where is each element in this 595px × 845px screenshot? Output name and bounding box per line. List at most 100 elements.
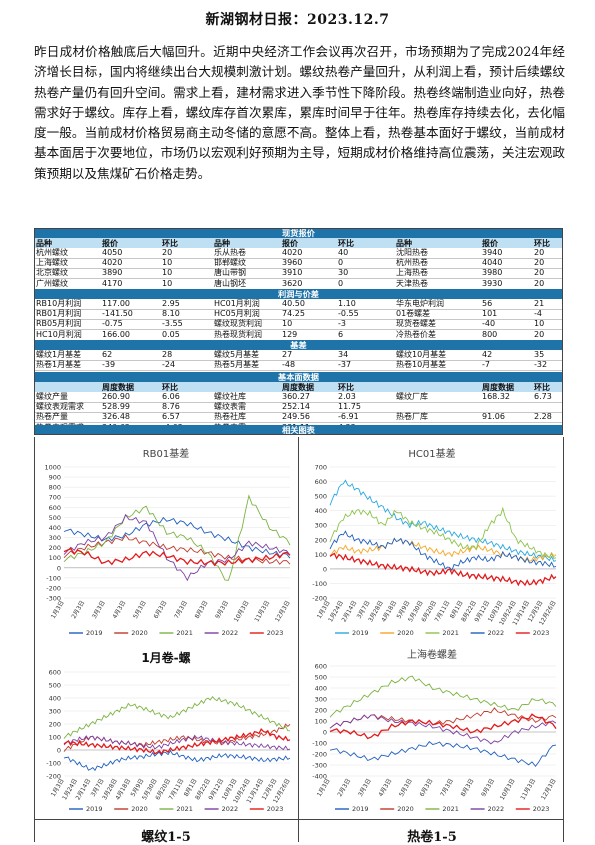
spot-header-cell-2: 环比 bbox=[162, 238, 178, 248]
chart-hc01-basis: HC01基差 -200 -100 0 100 200 300 400 500 600 700 1月3日… bbox=[300, 437, 564, 640]
spot-row: 上海螺纹 4020 10 邯郸螺纹 3960 0 杭州热卷 4040 20 bbox=[34, 258, 563, 270]
x-tick-label: 7月3日 bbox=[439, 778, 455, 799]
profit-cell-3: 热卷现货利润 bbox=[214, 329, 262, 339]
series-line-2022 bbox=[63, 513, 291, 582]
spot-cell-6: 杭州热卷 bbox=[396, 258, 428, 268]
y-tick-label: -100 bbox=[312, 580, 327, 588]
legend-label: 2023 bbox=[533, 805, 550, 813]
section-basis: 基差 bbox=[34, 340, 563, 350]
fund-cell-3: 螺纹社库 bbox=[214, 392, 246, 401]
profit-row: HC10月利润 166.00 0.05 热卷现货利润 129 6 冷热卷价差 800 20 bbox=[34, 330, 563, 341]
fund-cell-1: 260.90 bbox=[102, 392, 130, 401]
profit-cell-5: -0.55 bbox=[338, 309, 359, 319]
spot-cell-8: 20 bbox=[534, 268, 545, 278]
fund-cell-2: 6.57 bbox=[162, 412, 180, 422]
spot-row: 广州螺纹 4170 10 唐山钢坯 3620 0 天津热卷 3930 20 bbox=[34, 279, 563, 290]
fund-cell-1: 528.99 bbox=[102, 402, 130, 412]
series-line-2021 bbox=[329, 506, 557, 559]
profit-cell-4: 40.50 bbox=[282, 299, 305, 308]
x-tick-label: 8月3日 bbox=[194, 600, 210, 621]
spot-header: 品种 报价 环比 品种 报价 环比 品种 报价 环比 bbox=[34, 238, 563, 248]
profit-row: RB01月利润 -141.50 8.10 HC05月利润 74.25 -0.55 01卷螺差… bbox=[34, 309, 563, 321]
x-tick-label: 3月3日 bbox=[91, 600, 107, 621]
x-tick-label: 11月3日 bbox=[519, 778, 537, 802]
spot-cell-4: 3910 bbox=[282, 268, 303, 278]
fund-cell-0: 螺纹表观需求 bbox=[36, 402, 84, 412]
footer-coil-1-5: 热卷1-5 bbox=[407, 830, 457, 845]
y-tick-label: 200 bbox=[49, 544, 61, 552]
spot-cell-0: 上海螺纹 bbox=[36, 258, 68, 268]
y-tick-label: 300 bbox=[315, 522, 327, 530]
fund-header-cell-1: 周度数据 bbox=[102, 382, 134, 392]
fund-header-cell-4: 周度数据 bbox=[282, 382, 314, 392]
series-line-2022 bbox=[329, 530, 557, 572]
x-tick-label: 1月3日 bbox=[316, 778, 332, 799]
profit-cell-1: 117.00 bbox=[102, 299, 130, 308]
spot-cell-3: 唐山带钢 bbox=[214, 268, 246, 278]
legend-label: 2023 bbox=[267, 629, 284, 637]
x-tick-label: 4月3日 bbox=[111, 600, 127, 621]
series-line-2022 bbox=[63, 734, 291, 751]
basis-cell-8: 35 bbox=[534, 350, 545, 359]
spot-row: 杭州螺纹 4050 20 乐从热卷 4020 40 沈阳热卷 3940 20 bbox=[34, 248, 563, 259]
legend-label: 2023 bbox=[267, 805, 284, 813]
legend-label: 2022 bbox=[488, 805, 505, 813]
fund-cell-8: 2.28 bbox=[534, 412, 552, 422]
profit-cell-1: -0.75 bbox=[102, 319, 123, 329]
y-tick-label: -200 bbox=[46, 584, 61, 592]
spot-cell-6: 天津热卷 bbox=[396, 278, 428, 288]
profit-cell-8: 21 bbox=[534, 299, 545, 308]
jan-coil-rebar-chart: 1月卷-螺-200-10001002003004005006001月3日1月24… bbox=[46, 650, 291, 813]
legend-label: 2021 bbox=[442, 629, 459, 637]
fund-row: 螺纹表观需求 528.99 8.76 螺纹表需 252.14 11.75 bbox=[34, 402, 563, 414]
legend-label: 2020 bbox=[131, 629, 148, 637]
fund-cell-5: 2.03 bbox=[338, 392, 356, 401]
chart-divider-vertical bbox=[298, 437, 299, 842]
fund-cell-3: 螺纹表需 bbox=[214, 402, 246, 412]
basis-cell-0: 热卷1月基差 bbox=[36, 360, 82, 370]
y-tick-label: 500 bbox=[315, 493, 327, 501]
fund-header: 周度数据 环比 周度数据 环比 周度数据 环比 bbox=[34, 382, 563, 392]
spot-cell-1: 3890 bbox=[102, 268, 123, 278]
spot-cell-1: 4050 bbox=[102, 248, 123, 257]
right-border bbox=[563, 437, 564, 842]
basis-cell-3: 热卷5月基差 bbox=[214, 360, 260, 370]
legend-label: 2019 bbox=[352, 805, 369, 813]
series-line-2023 bbox=[329, 552, 557, 587]
legend-label: 2019 bbox=[86, 805, 103, 813]
basis-cell-3: 螺纹5月基差 bbox=[214, 350, 260, 359]
y-tick-label: 0 bbox=[323, 729, 327, 737]
section-charts: 相关图表 bbox=[34, 425, 563, 435]
x-tick-label: 12月3日 bbox=[540, 778, 558, 802]
profit-cell-3: 螺纹现货利润 bbox=[214, 319, 262, 329]
fund-cell-0: 螺纹产量 bbox=[36, 392, 68, 401]
footer-rebar-1-5: 螺纹1-5 bbox=[141, 830, 191, 845]
fund-cell-4: 249.56 bbox=[282, 412, 310, 422]
profit-cell-4: 74.25 bbox=[282, 309, 305, 319]
profit-cell-2: 2.95 bbox=[162, 299, 180, 308]
fund-header-cell-2: 环比 bbox=[162, 382, 178, 392]
legend-label: 2021 bbox=[176, 805, 193, 813]
spot-cell-7: 4040 bbox=[482, 258, 503, 268]
series-line-2021 bbox=[329, 675, 557, 718]
spot-cell-4: 4020 bbox=[282, 248, 303, 257]
chart-jan-coil-rebar: 1月卷-螺 -200 -100 0 100 200 300 400 500 600 1月3日 1月24… bbox=[34, 642, 298, 816]
spot-cell-0: 北京螺纹 bbox=[36, 268, 68, 278]
basis-cell-8: -32 bbox=[534, 360, 548, 370]
spot-cell-2: 10 bbox=[162, 278, 173, 288]
legend-label: 2021 bbox=[176, 629, 193, 637]
left-border bbox=[34, 437, 35, 842]
spot-cell-5: 40 bbox=[338, 248, 349, 257]
x-tick-label: 5月3日 bbox=[132, 600, 148, 621]
chart-title: 上海卷螺差 bbox=[407, 648, 457, 661]
x-tick-label: 10月3日 bbox=[233, 600, 251, 624]
fund-cell-1: 326.48 bbox=[102, 412, 130, 422]
y-tick-label: 500 bbox=[49, 682, 61, 690]
x-tick-label: 8月3日 bbox=[460, 778, 476, 799]
fund-cell-4: 252.14 bbox=[282, 402, 310, 412]
profit-cell-8: 20 bbox=[534, 329, 545, 339]
spot-header-cell-4: 报价 bbox=[282, 238, 298, 248]
chart-divider-horizontal bbox=[34, 819, 563, 820]
legend-label: 2020 bbox=[397, 805, 414, 813]
x-tick-label: 2月3日 bbox=[336, 778, 352, 799]
